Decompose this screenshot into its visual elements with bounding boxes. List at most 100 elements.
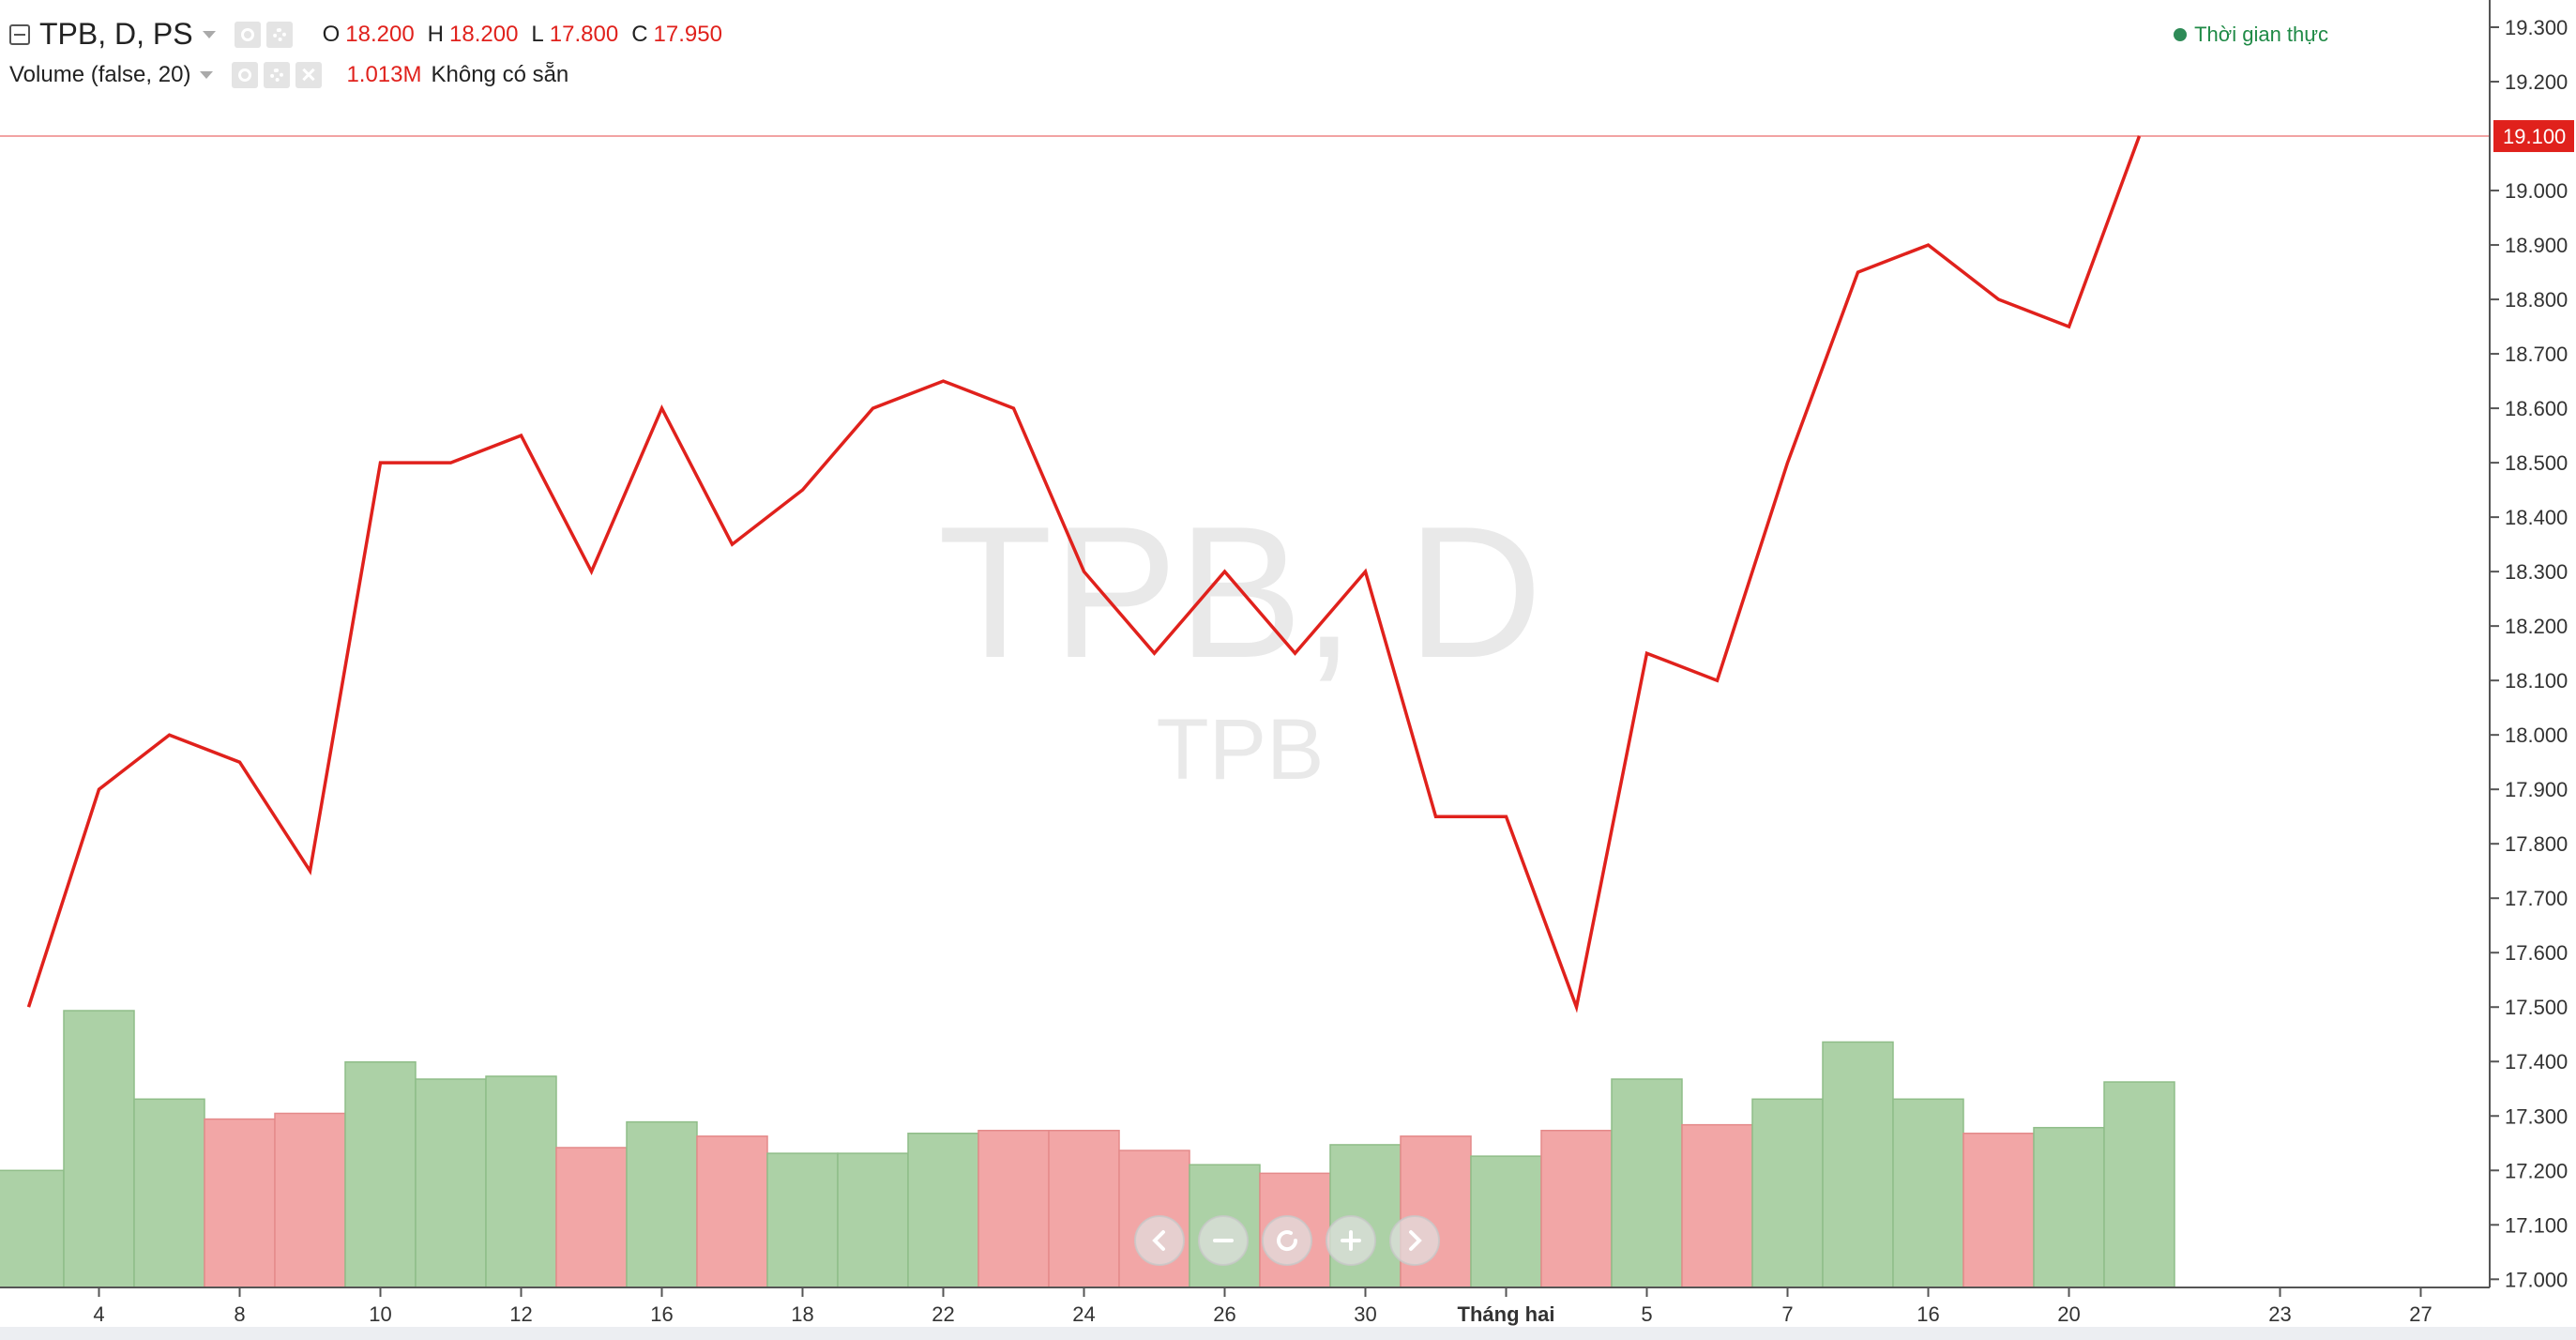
volume-bar	[977, 1129, 1050, 1288]
x-tick-label: 5	[1641, 1302, 1652, 1326]
high-key: H	[427, 21, 445, 47]
volume-bar	[837, 1152, 909, 1288]
y-tick-label: 18.000	[2505, 723, 2568, 747]
watermark-subtitle: TPB	[1157, 702, 1325, 798]
high-value: 18.200	[449, 21, 519, 47]
watermark-symbol: TPB, D	[938, 488, 1543, 697]
volume-value: 1.013M	[346, 62, 422, 87]
collapse-icon[interactable]	[9, 23, 30, 45]
x-tick-label: 18	[791, 1302, 813, 1326]
y-tick-label: 17.500	[2505, 996, 2568, 1019]
x-tick-label: 22	[932, 1302, 954, 1326]
x-tick-label: 7	[1781, 1302, 1793, 1326]
volume-bar	[63, 1010, 135, 1288]
y-tick-label: 19.000	[2505, 179, 2568, 203]
close-icon[interactable]	[295, 62, 323, 88]
volume-bar	[415, 1078, 487, 1288]
y-tick-label: 19.200	[2505, 70, 2568, 94]
x-tick-label: Tháng hai	[1458, 1302, 1555, 1326]
y-tick-label: 17.200	[2505, 1159, 2568, 1182]
y-tick-label: 18.700	[2505, 343, 2568, 366]
symbol-label[interactable]: TPB, D, PS	[39, 17, 193, 51]
volume-bar	[1611, 1078, 1683, 1288]
scroll-right-button[interactable]	[1389, 1215, 1440, 1266]
x-tick-label: 12	[509, 1302, 532, 1326]
volume-bar	[274, 1112, 346, 1288]
y-tick-label: 17.900	[2505, 778, 2568, 801]
y-tick-label: 18.400	[2505, 506, 2568, 529]
price-series-line[interactable]	[26, 135, 2142, 1013]
volume-bar	[1681, 1123, 1753, 1288]
volume-bar	[696, 1135, 768, 1288]
gear-icon[interactable]	[264, 62, 291, 88]
y-tick-label: 17.600	[2505, 941, 2568, 965]
volume-bar	[344, 1060, 417, 1288]
volume-bar	[1048, 1129, 1120, 1288]
volume-bar	[555, 1147, 628, 1288]
y-tick-label: 17.000	[2505, 1268, 2568, 1291]
realtime-label: Thời gian thực	[2194, 23, 2328, 46]
y-tick-label: 18.200	[2505, 615, 2568, 638]
scroll-left-button[interactable]	[1134, 1215, 1185, 1266]
zoom-out-button[interactable]	[1198, 1215, 1249, 1266]
close-key: C	[631, 21, 648, 47]
gear-icon[interactable]	[265, 21, 293, 48]
eye-icon[interactable]	[234, 21, 261, 48]
main-series-legend: TPB, D, PS O 18.200 H 18.200 L 17.800 C …	[9, 17, 735, 52]
y-tick-label: 17.100	[2505, 1213, 2568, 1237]
x-tick-label: 8	[234, 1302, 245, 1326]
x-tick-label: 24	[1072, 1302, 1095, 1326]
x-tick-label: 26	[1213, 1302, 1235, 1326]
x-tick-label: 27	[2409, 1302, 2432, 1326]
volume-bar	[766, 1152, 839, 1288]
open-value: 18.200	[345, 21, 415, 47]
y-tick-label: 19.300	[2505, 16, 2568, 39]
volume-bar	[1329, 1144, 1402, 1288]
status-dot-icon	[2174, 28, 2188, 41]
y-tick-label: 18.500	[2505, 451, 2568, 475]
volume-bar	[626, 1120, 698, 1288]
zoom-in-button[interactable]	[1326, 1215, 1376, 1266]
x-tick-label: 10	[369, 1302, 391, 1326]
bottom-toolbar-strip	[0, 1327, 2576, 1340]
x-tick-label: 4	[93, 1302, 104, 1326]
volume-legend: Volume (false, 20) 1.013M Không có sẵn	[9, 62, 568, 88]
y-tick-label: 18.100	[2505, 669, 2568, 693]
volume-bar	[1962, 1133, 2035, 1288]
volume-bar	[0, 1169, 65, 1288]
open-key: O	[322, 21, 341, 47]
x-tick-label: 16	[1917, 1302, 1939, 1326]
volume-bar	[204, 1118, 276, 1288]
close-value: 17.950	[653, 21, 722, 47]
volume-bar	[1892, 1098, 1964, 1288]
y-tick-label: 17.700	[2505, 887, 2568, 910]
y-tick-label: 17.800	[2505, 832, 2568, 856]
volume-bar	[2033, 1126, 2105, 1288]
y-tick-label: 18.800	[2505, 288, 2568, 312]
reset-zoom-button[interactable]	[1262, 1215, 1312, 1266]
volume-bar	[485, 1075, 557, 1288]
y-tick-label: 17.400	[2505, 1050, 2568, 1074]
volume-bar	[1540, 1129, 1613, 1288]
volume-bar	[2103, 1081, 2175, 1288]
x-tick-label: 20	[2057, 1302, 2080, 1326]
x-tick-label: 16	[650, 1302, 673, 1326]
volume-bar	[907, 1133, 979, 1288]
volume-bar	[1751, 1098, 1824, 1288]
volume-bar	[1470, 1155, 1542, 1288]
x-tick-label: 30	[1354, 1302, 1376, 1326]
chevron-down-icon[interactable]	[202, 30, 216, 38]
low-key: L	[531, 21, 544, 47]
volume-bar	[1822, 1041, 1894, 1288]
y-tick-label: 18.600	[2505, 397, 2568, 420]
chevron-down-icon[interactable]	[200, 71, 214, 79]
eye-icon[interactable]	[232, 62, 259, 88]
y-tick-label: 17.300	[2505, 1104, 2568, 1128]
volume-bar	[133, 1098, 205, 1288]
y-tick-label: 18.900	[2505, 234, 2568, 257]
volume-status: Không có sẵn	[431, 62, 569, 87]
last-price-badge	[2493, 120, 2574, 153]
volume-label[interactable]: Volume (false, 20)	[9, 62, 191, 87]
